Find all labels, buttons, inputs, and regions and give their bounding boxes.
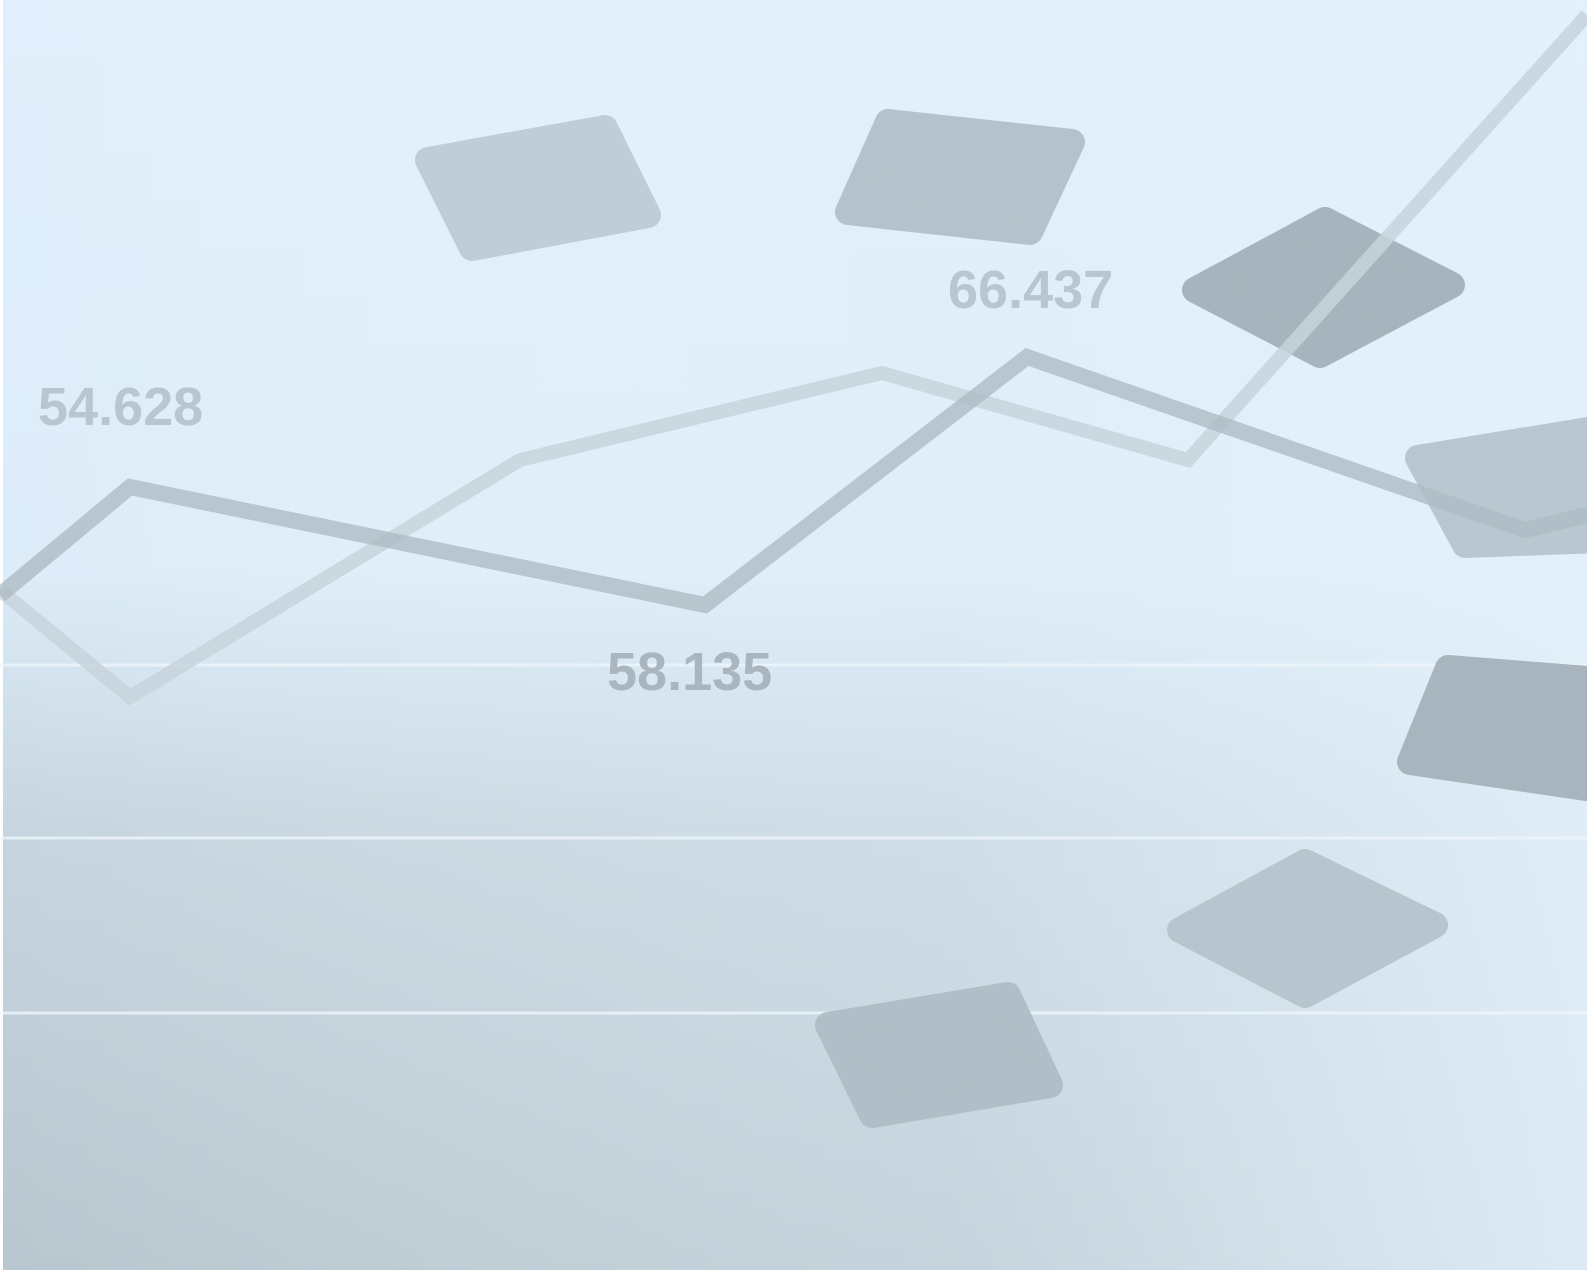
diamond (1182, 207, 1465, 368)
diamond (835, 109, 1085, 245)
light-line (0, 10, 1587, 706)
diamonds (415, 109, 1587, 1128)
value-label: 58.135 (607, 642, 772, 702)
value-label: 54.628 (38, 377, 203, 437)
dark-line (0, 348, 1587, 614)
diamond (415, 115, 661, 261)
diamond (1397, 655, 1587, 802)
left-edge (0, 0, 3, 1270)
diamond (1405, 416, 1587, 558)
diamond (815, 982, 1063, 1128)
value-label: 66.437 (948, 260, 1113, 320)
horizontal-lines (0, 663, 1587, 1015)
diamond (1167, 849, 1448, 1008)
